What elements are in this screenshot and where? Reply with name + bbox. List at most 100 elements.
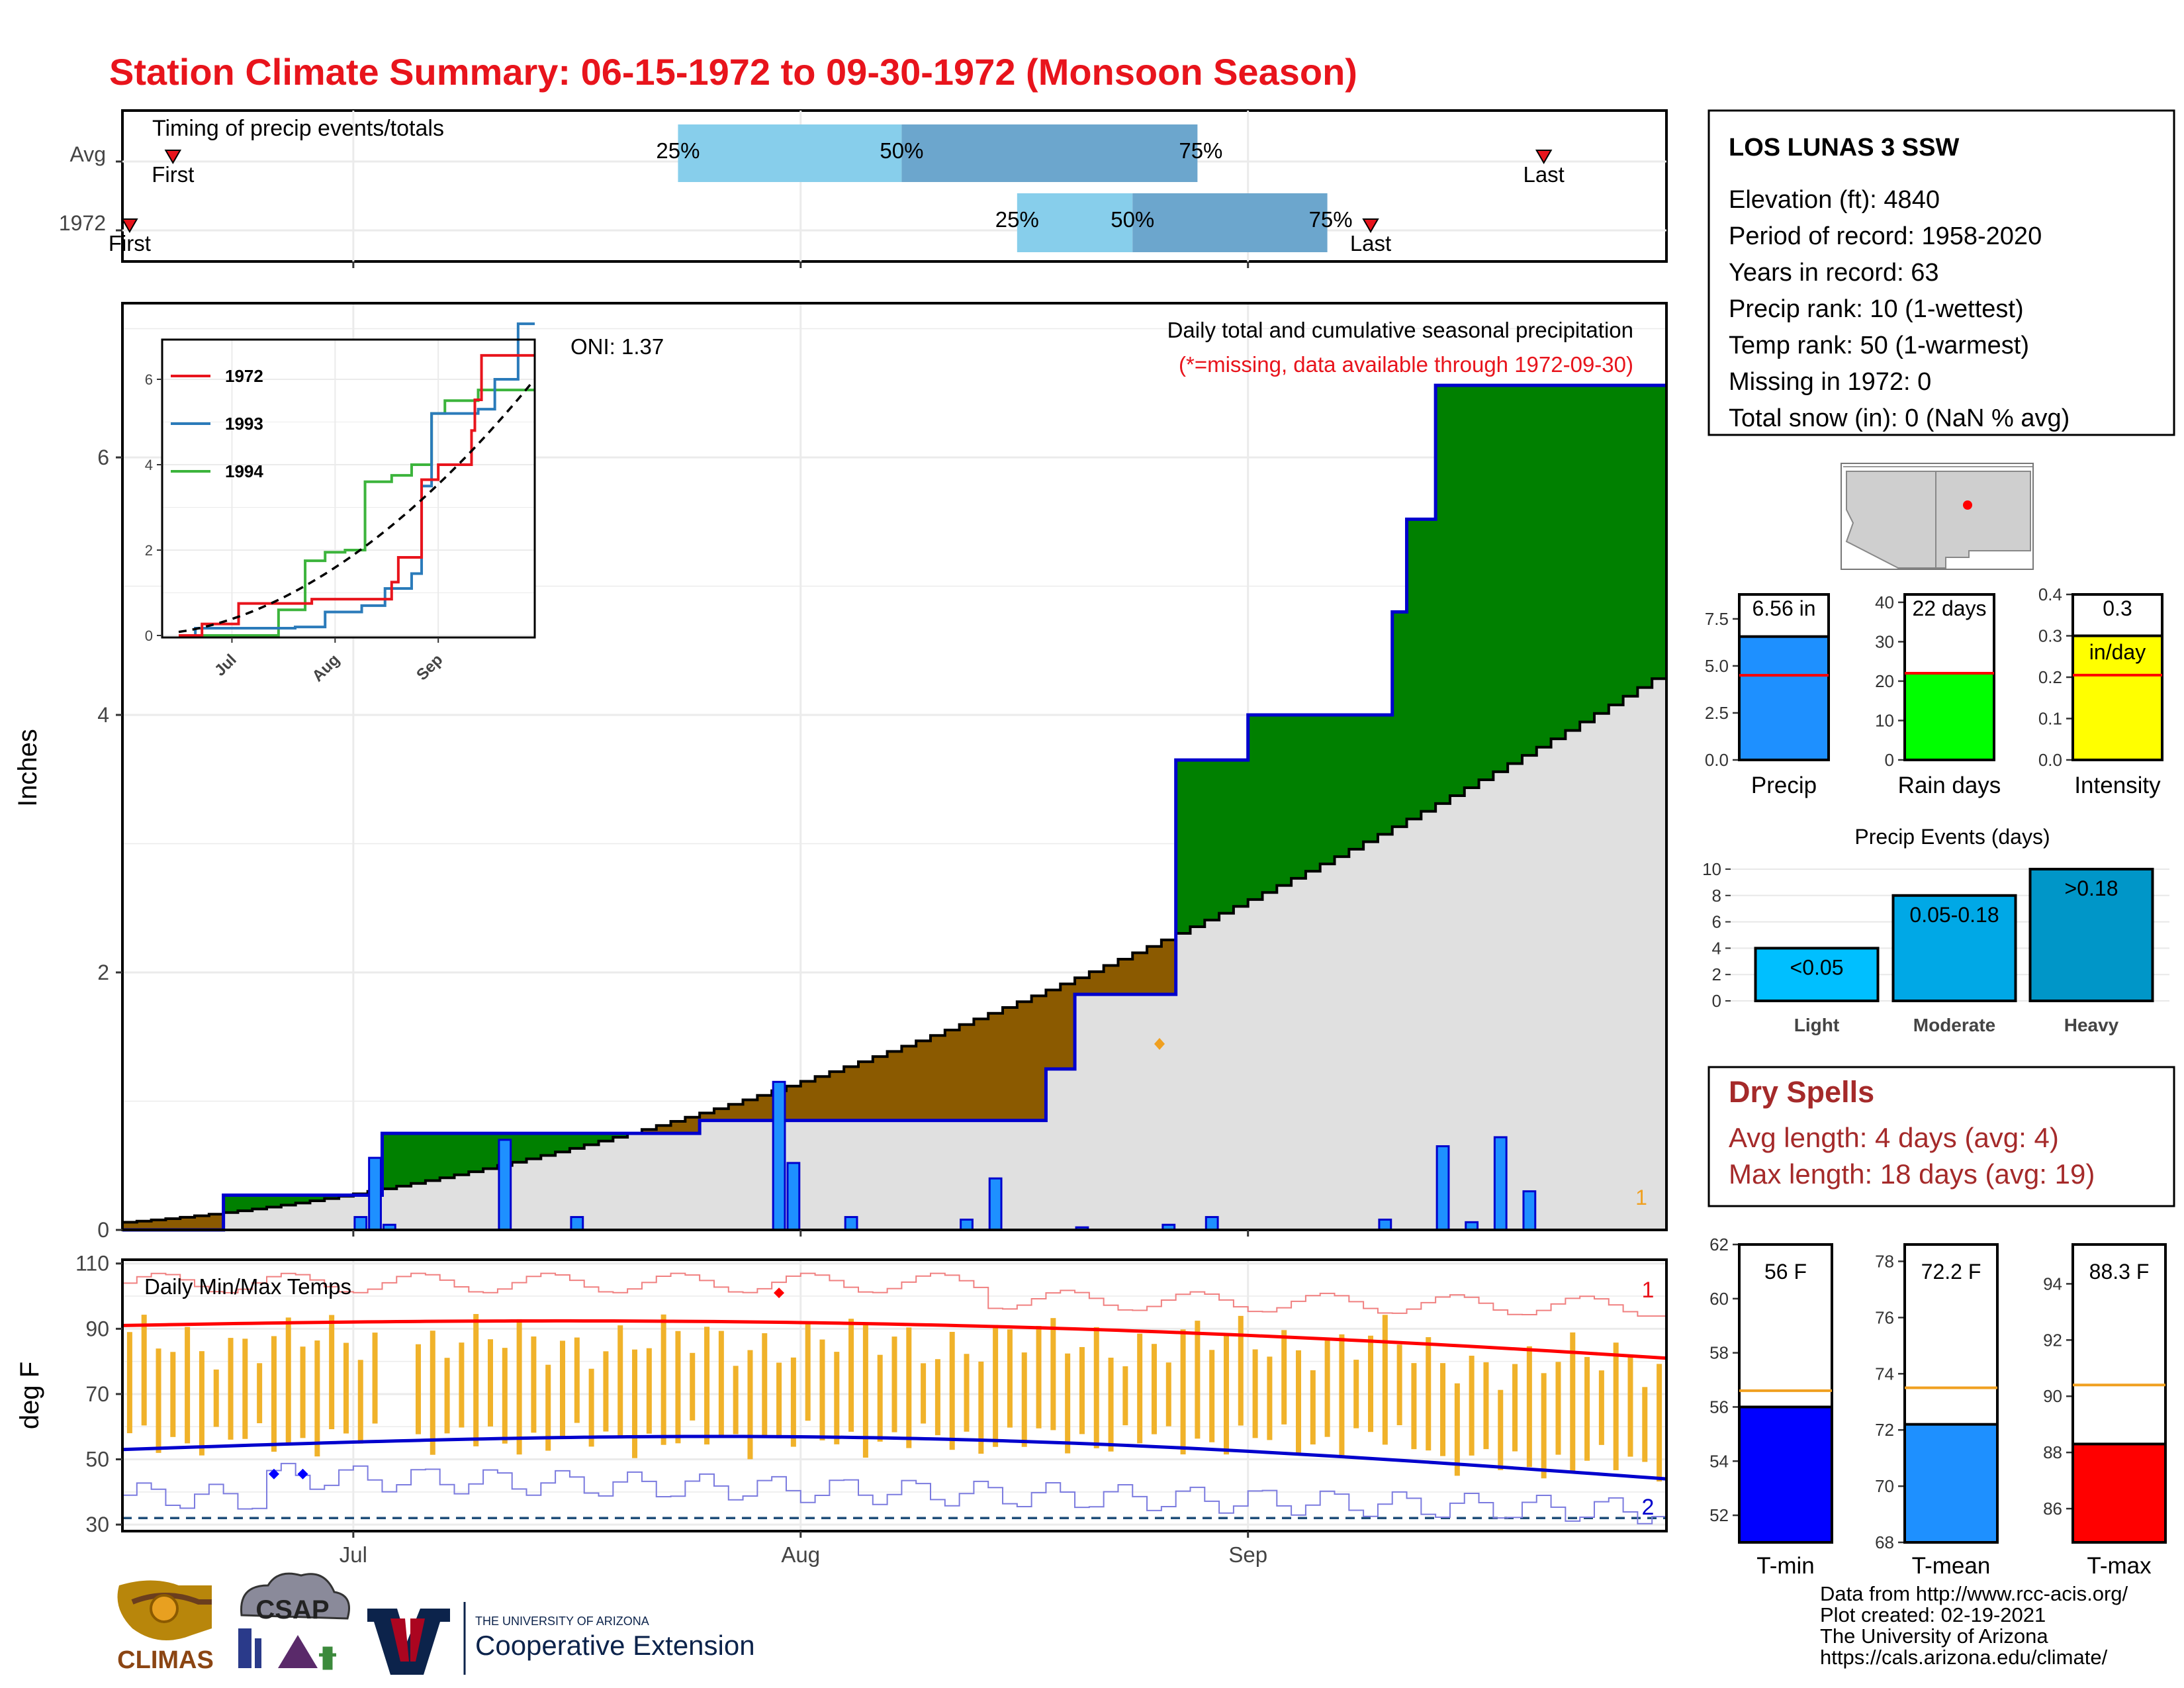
- temp-xtick-label-Jul: Jul: [340, 1542, 367, 1567]
- dry-spells-max: Max length: 18 days (avg: 19): [1729, 1158, 2095, 1190]
- events-tick-label-0: 0: [1712, 991, 1721, 1011]
- timing-avg-first-marker: [164, 150, 182, 164]
- footer-line-2: Plot created: 02-19-2021: [1820, 1603, 2046, 1626]
- temp-daily-bar: [1454, 1383, 1460, 1476]
- temp-daily-bar: [1281, 1330, 1287, 1425]
- temp-daily-bar: [1598, 1370, 1604, 1445]
- inset-ytick-label-4: 4: [145, 457, 153, 473]
- deficit-area: [122, 939, 1177, 1230]
- temp-daily-bar: [141, 1315, 147, 1426]
- temp-ytick-label-70: 70: [85, 1382, 109, 1406]
- tbar-t-mean-tick-label-0: 68: [1875, 1532, 1894, 1552]
- footer-line-1: Data from http://www.rcc-acis.org/: [1820, 1582, 2128, 1605]
- temp-daily-bar: [1079, 1346, 1085, 1434]
- station-line-temp-rank: Temp rank: 50 (1-warmest): [1729, 332, 2029, 359]
- temp-daily-bar: [1426, 1336, 1432, 1451]
- inset-legend-label-1972: 1972: [225, 366, 263, 386]
- temp-daily-bar: [1584, 1356, 1590, 1461]
- dry-spells-box: Dry Spells Avg length: 4 days (avg: 4) M…: [1707, 1066, 2175, 1207]
- temp-daily-bar: [545, 1364, 551, 1451]
- temp-daily-bar: [213, 1369, 219, 1427]
- daily-precip-bar: [1205, 1216, 1219, 1231]
- mini-precip-bar: [1738, 635, 1830, 761]
- temp-daily-bar: [1483, 1362, 1489, 1450]
- temp-record-high-line: [122, 1272, 1666, 1317]
- footer-line-4: https://cals.arizona.edu/climate/: [1820, 1646, 2108, 1669]
- oni-label: ONI: 1.37: [570, 334, 664, 359]
- temp-daily-bar: [891, 1336, 897, 1432]
- mini-rain-days-tick-label-4: 40: [1875, 592, 1894, 612]
- precip-axes: 0 2 4 6: [97, 445, 1250, 1242]
- temp-daily-bar: [646, 1348, 652, 1434]
- events-tick-label-4: 4: [1712, 938, 1721, 958]
- tbar-t-min-label: T-min: [1756, 1553, 1815, 1579]
- temp-daily-bar: [1440, 1363, 1446, 1456]
- mini-precip-tick-label-1: 2.5: [1705, 703, 1729, 723]
- mini-rain-days-tick-label-0: 0: [1885, 750, 1894, 770]
- temp-daily-bar: [560, 1340, 566, 1439]
- temp-daily-bar: [1512, 1364, 1518, 1452]
- precip-subtitle: Daily total and cumulative seasonal prec…: [1167, 318, 1633, 342]
- temp-daily-bar: [1526, 1346, 1532, 1468]
- temp-daily-bar: [1108, 1357, 1114, 1452]
- temp-daily-bar: [675, 1331, 681, 1444]
- tbar-t-min-tick-label-2: 56: [1709, 1397, 1729, 1417]
- temp-daily-bar: [430, 1331, 435, 1455]
- temp-daily-bar: [949, 1332, 955, 1450]
- precip-ytick-label-6: 6: [97, 445, 109, 469]
- temp-daily-bar: [257, 1363, 263, 1424]
- station-line-elevation: Elevation (ft): 4840: [1729, 186, 1940, 214]
- temp-daily-bar: [1267, 1356, 1273, 1440]
- temp-daily-bar: [242, 1338, 248, 1439]
- inset-ytick-label-2: 2: [145, 542, 153, 559]
- tbar-t-mean-bar: [1903, 1423, 1999, 1544]
- page-title: Station Climate Summary: 06-15-1972 to 0…: [109, 51, 1357, 93]
- temp-daily-bar: [329, 1315, 335, 1430]
- temp-daily-bar: [1627, 1356, 1633, 1457]
- temp-daily-bar: [704, 1327, 710, 1445]
- temp-daily-bar: [1324, 1338, 1330, 1437]
- temp-daily-bar: [934, 1359, 940, 1436]
- timing-1972-first-marker: [121, 218, 138, 233]
- temp-daily-bar: [487, 1339, 493, 1427]
- tbar-t-min-tick-label-3: 58: [1709, 1343, 1729, 1363]
- temp-daily-bar: [1209, 1350, 1215, 1442]
- csap-logo: CSAP: [238, 1572, 350, 1670]
- mini-intensity-tick-label-0: 0.0: [2038, 750, 2062, 770]
- temp-daily-bar: [819, 1339, 825, 1440]
- temp-daily-bar: [978, 1361, 984, 1454]
- inset-line-1993: [179, 322, 535, 637]
- temp-daily-bar: [762, 1333, 768, 1437]
- mini-rain-days-tick-label-2: 20: [1875, 671, 1894, 691]
- temp-record-low-marker-1: [297, 1468, 308, 1479]
- timing-1972-q25-label: 25%: [995, 207, 1039, 232]
- temp-daily-bar: [1353, 1360, 1359, 1429]
- temp-daily-bar: [1252, 1349, 1258, 1438]
- tbar-t-max-tick-label-4: 94: [2043, 1274, 2062, 1293]
- temp-daily-bar: [1036, 1326, 1042, 1429]
- temp-daily-bar: [660, 1314, 666, 1445]
- daily-precip-bar: [772, 1080, 786, 1231]
- mini-intensity-tick-label-3: 0.3: [2038, 626, 2062, 646]
- timing-1972-last-label: Last: [1350, 231, 1391, 256]
- events-category-light: Light: [1794, 1015, 1839, 1035]
- temp-xtick-label-Sep: Sep: [1228, 1542, 1267, 1567]
- temp-daily-bar: [1396, 1344, 1402, 1425]
- inset-average-line: [178, 382, 533, 633]
- daily-precip-bar: [1493, 1136, 1508, 1231]
- tbar-t-mean-tick-label-5: 78: [1875, 1251, 1894, 1271]
- cumulative-1972-line: [122, 383, 1666, 1232]
- daily-precip-bar: [960, 1218, 974, 1231]
- temp-ylabel: deg F: [15, 1362, 44, 1429]
- timing-panel-label: Timing of precip events/totals: [152, 116, 444, 141]
- events-bar-moderate: [1891, 894, 2017, 1003]
- timing-1972-q75-label: 75%: [1309, 207, 1353, 232]
- inset-legend: 1972 1993 1994: [171, 366, 263, 481]
- tbar-t-mean-tick-label-4: 76: [1875, 1307, 1894, 1327]
- temp-daily-bar: [156, 1348, 161, 1453]
- temp-daily-bar: [1613, 1342, 1619, 1470]
- mini-precip-tick-label-3: 7.5: [1705, 609, 1729, 629]
- inset-line-1994: [179, 389, 535, 637]
- timing-quartile-bars: 25% 50% 75% First Last 25% 50% 75% First Last: [109, 124, 1565, 256]
